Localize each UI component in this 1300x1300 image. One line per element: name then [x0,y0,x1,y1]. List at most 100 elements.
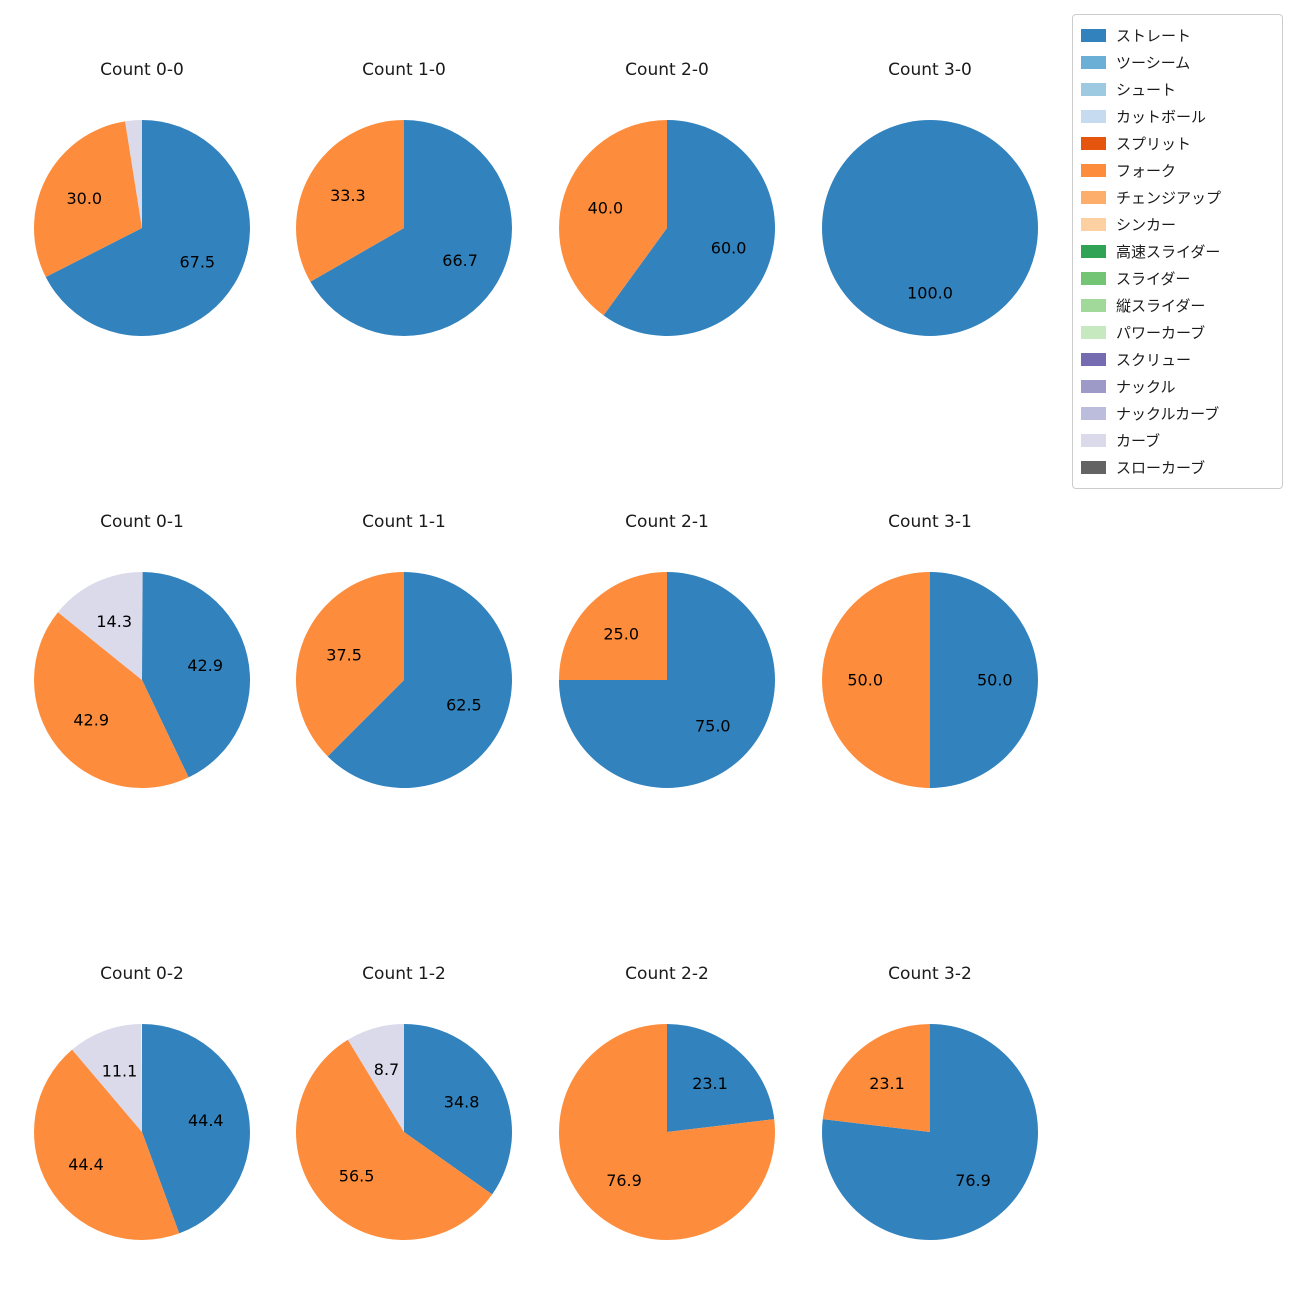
legend-label: スローカーブ [1116,459,1206,477]
legend-swatch [1081,353,1106,366]
legend-item: パワーカーブ [1081,319,1274,346]
chart-cell: Count 2-2 23.1 76.9 [547,963,787,1263]
legend-label: 縦スライダー [1116,297,1206,315]
legend-item: 高速スライダー [1081,238,1274,265]
legend-swatch [1081,191,1106,204]
pie-label: 14.3 [96,612,132,631]
chart-title: Count 2-1 [625,512,709,532]
pie-chart: 34.8 56.5 8.7 [295,1024,512,1241]
legend-item: スローカーブ [1081,454,1274,481]
legend-label: カーブ [1116,432,1161,450]
pie-label: 44.4 [188,1111,224,1130]
pie-label: 50.0 [977,671,1013,690]
pie-slice [603,120,776,336]
legend-swatch [1081,407,1106,420]
pie-chart: 42.9 42.9 14.3 [34,571,251,788]
legend-item: カーブ [1081,427,1274,454]
pie-slice [142,1024,250,1234]
legend-item: フォーク [1081,157,1274,184]
chart-cell: Count 2-1 75.0 25.0 [547,511,787,811]
chart-title: Count 3-1 [888,512,972,532]
pie-label: 60.0 [711,239,747,258]
pie-label: 100.0 [907,283,953,302]
pie-slice [667,1024,775,1132]
chart-title: Count 2-2 [625,964,709,984]
pie-label: 76.9 [955,1171,991,1190]
pie-slice [142,572,251,778]
chart-cell: Count 3-2 76.9 23.1 [810,963,1050,1263]
legend-item: ナックル [1081,373,1274,400]
pie-slice [125,120,142,228]
pie-slice [327,572,512,788]
pie-chart: 60.0 40.0 [559,120,776,336]
pie-chart: 75.0 25.0 [559,572,775,788]
pie-label: 44.4 [68,1155,104,1174]
pie-label: 23.1 [692,1074,728,1093]
legend-swatch [1081,110,1106,123]
legend-item: スライダー [1081,265,1274,292]
pie-chart: 62.5 37.5 [295,572,512,788]
legend-item: ストレート [1081,22,1274,49]
chart-title: Count 3-0 [888,60,972,80]
legend-label: シンカー [1116,216,1177,234]
legend-swatch [1081,137,1106,150]
pie-slice [347,1024,404,1132]
chart-cell: Count 0-0 67.5 30.0 [22,59,262,359]
pie-label: 75.0 [695,716,731,735]
chart-cell: Count 1-0 66.7 33.3 [284,59,524,359]
legend: ストレート ツーシーム シュート カットボール スプリット フォーク チェンジアップ シンカー… [1072,14,1283,489]
pie-label: 67.5 [179,252,215,271]
chart-title: Count 0-2 [100,964,184,984]
pie-chart: 100.0 [822,120,1038,336]
chart-cell: Count 3-1 50.0 50.0 [810,511,1050,811]
legend-swatch [1081,434,1106,447]
legend-swatch [1081,299,1106,312]
pie-slice [822,120,1038,336]
pie-label: 42.9 [73,711,109,730]
pie-label: 76.9 [606,1171,642,1190]
chart-title: Count 3-2 [888,964,972,984]
legend-item: シンカー [1081,211,1274,238]
legend-swatch [1081,218,1106,231]
chart-cell: Count 0-2 44.4 44.4 11.1 [22,963,262,1263]
chart-cell: Count 1-1 62.5 37.5 [284,511,524,811]
pie-label: 23.1 [869,1074,905,1093]
legend-swatch [1081,56,1106,69]
chart-title: Count 0-0 [100,60,184,80]
legend-item: スクリュー [1081,346,1274,373]
chart-cell: Count 2-0 60.0 40.0 [547,59,787,359]
pie-slice [822,572,930,788]
pie-label: 42.9 [187,656,223,675]
pie-label: 50.0 [847,671,883,690]
chart-cell: Count 3-0 100.0 [810,59,1050,359]
pie-slice [34,1049,180,1240]
legend-swatch [1081,461,1106,474]
legend-swatch [1081,272,1106,285]
legend-label: スライダー [1116,270,1191,288]
legend-item: シュート [1081,76,1274,103]
pie-slice [296,120,404,282]
chart-title: Count 1-2 [362,964,446,984]
legend-label: スプリット [1116,135,1192,153]
pie-label: 34.8 [444,1093,480,1112]
pie-chart: 67.5 30.0 [33,120,250,336]
chart-title: Count 1-1 [362,512,446,532]
pie-label: 33.3 [330,186,366,205]
pie-slice [310,120,513,336]
legend-item: ツーシーム [1081,49,1274,76]
legend-item: 縦スライダー [1081,292,1274,319]
legend-label: スクリュー [1116,351,1192,369]
legend-swatch [1081,380,1106,393]
pie-label: 8.7 [374,1060,399,1079]
legend-swatch [1081,164,1106,177]
pie-label: 66.7 [442,251,478,270]
chart-cell: Count 0-1 42.9 42.9 14.3 [22,511,262,811]
pie-slice [34,612,189,788]
pie-slice [72,1024,142,1132]
chart-title: Count 2-0 [625,60,709,80]
legend-item: ナックルカーブ [1081,400,1274,427]
pie-slice [930,572,1038,788]
legend-swatch [1081,245,1106,258]
legend-swatch [1081,326,1106,339]
pie-chart: 66.7 33.3 [296,120,513,336]
